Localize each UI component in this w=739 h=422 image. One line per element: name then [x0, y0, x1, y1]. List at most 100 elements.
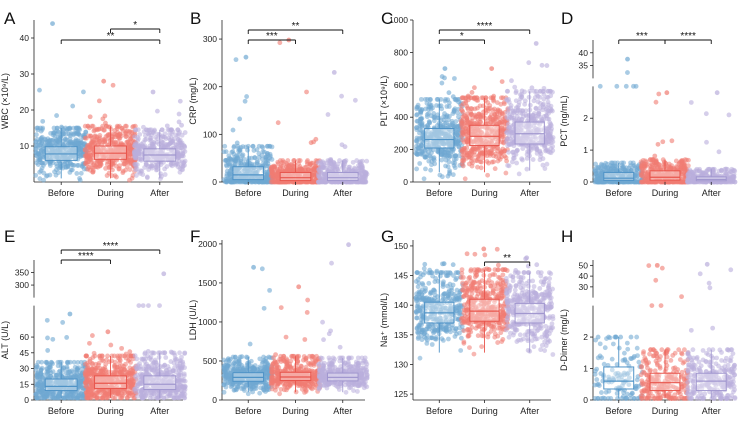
y-tick-label: 60 — [20, 332, 30, 342]
data-point — [523, 112, 529, 118]
data-point — [180, 148, 186, 153]
panel-letter-D: D — [561, 9, 573, 28]
data-point — [459, 122, 465, 127]
y-axis-label: WBC (×10⁹/L) — [0, 73, 10, 129]
data-point — [476, 111, 482, 117]
data-point — [230, 149, 236, 154]
data-point — [527, 102, 533, 108]
data-point — [259, 144, 265, 149]
y-axis-label: PLT (×10⁹/L) — [379, 76, 389, 127]
data-point — [492, 166, 498, 172]
data-point — [70, 141, 75, 147]
data-point — [502, 153, 508, 159]
data-point — [37, 157, 43, 163]
data-point — [164, 123, 170, 129]
data-point — [655, 141, 661, 147]
data-point — [465, 105, 471, 111]
y-tick-label: 200 — [394, 145, 408, 155]
data-point — [519, 88, 525, 94]
y-tick-label: 10 — [20, 141, 30, 151]
y-tick-label: 0 — [583, 177, 588, 187]
data-point — [613, 163, 618, 169]
data-point — [102, 139, 108, 145]
data-point — [105, 147, 111, 153]
data-point — [640, 162, 646, 168]
data-point — [167, 141, 173, 147]
significance-bracket: **** — [664, 31, 712, 44]
data-point — [132, 151, 138, 157]
data-point — [83, 135, 89, 141]
significance-label: ** — [292, 21, 300, 32]
data-point — [51, 125, 57, 131]
data-point — [64, 137, 70, 143]
significance-bracket: *** — [618, 31, 666, 44]
data-point — [70, 162, 76, 168]
panel-letter-B: B — [190, 9, 201, 28]
data-point — [46, 141, 51, 147]
data-point — [504, 88, 510, 94]
data-point — [454, 130, 460, 136]
data-point — [625, 70, 630, 75]
data-point — [428, 167, 434, 173]
y-tick-label: 100 — [203, 129, 217, 139]
data-point — [168, 162, 174, 168]
data-point — [540, 162, 546, 168]
y-tick-label: 40 — [20, 33, 30, 43]
data-point — [534, 146, 540, 152]
data-point-max — [625, 56, 630, 62]
data-point — [173, 150, 179, 155]
data-point — [104, 173, 110, 178]
data-point — [485, 106, 491, 112]
data-point — [103, 120, 108, 126]
data-point — [417, 123, 423, 129]
data-point — [497, 156, 503, 162]
data-point — [463, 113, 468, 119]
data-point — [452, 76, 457, 81]
significance-bracket: * — [438, 31, 485, 44]
data-point — [269, 144, 275, 150]
y-tick-label: 30 — [20, 364, 30, 374]
data-point — [279, 167, 285, 173]
x-tick-label-During: During — [97, 188, 124, 198]
data-point — [439, 174, 445, 180]
x-tick-label-Before: Before — [605, 188, 632, 198]
data-point — [638, 170, 644, 176]
data-point — [652, 153, 658, 159]
data-point — [244, 94, 250, 99]
data-point — [107, 153, 113, 159]
data-point — [414, 166, 419, 172]
x-tick-label-Before: Before — [426, 188, 453, 198]
data-point — [623, 83, 629, 89]
data-point — [414, 104, 420, 110]
data-point — [49, 146, 55, 151]
data-point — [491, 159, 497, 165]
data-point — [478, 159, 484, 165]
data-point — [271, 163, 277, 169]
data-point — [419, 149, 425, 155]
x-tick-label-During: During — [282, 188, 309, 198]
data-point — [105, 136, 111, 141]
data-point — [316, 174, 322, 180]
data-point — [123, 148, 129, 154]
data-point — [249, 155, 254, 161]
data-point — [509, 78, 514, 84]
data-point — [267, 151, 273, 157]
data-point — [704, 139, 709, 145]
panel-letter-A: A — [4, 9, 16, 28]
data-point — [161, 144, 167, 150]
x-tick-label-After: After — [150, 188, 169, 198]
data-point — [230, 127, 236, 133]
data-point — [491, 93, 497, 99]
data-point — [485, 172, 491, 178]
data-point — [144, 155, 150, 161]
data-point — [474, 95, 480, 101]
y-tick-label: 30 — [20, 69, 30, 79]
significance-label: *** — [266, 31, 278, 42]
data-point — [149, 163, 155, 169]
data-point — [592, 179, 598, 185]
data-point — [127, 177, 132, 183]
data-point — [520, 146, 526, 151]
data-point — [731, 177, 736, 183]
